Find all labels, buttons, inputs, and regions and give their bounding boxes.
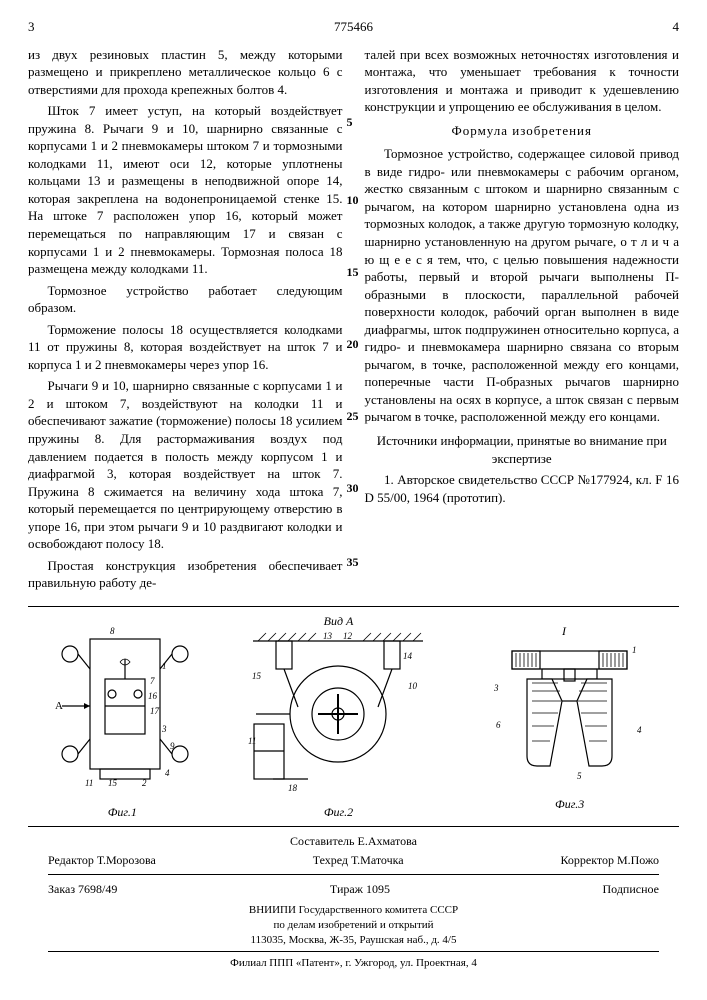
figures-block: А 8 1 7 16 17 3 4 11 15 2 xyxy=(28,606,679,827)
vniipi-line: по делам изобретений и открытий xyxy=(28,918,679,933)
credits-block: Составитель Е.Ахматова Редактор Т.Морозо… xyxy=(28,833,679,971)
tirazh: Тираж 1095 xyxy=(330,881,390,897)
svg-text:1: 1 xyxy=(632,645,637,655)
tehred: Техред Т.Маточка xyxy=(313,852,404,868)
svg-text:15: 15 xyxy=(252,671,262,681)
page-num-right: 4 xyxy=(673,18,680,36)
figure-1: А 8 1 7 16 17 3 4 11 15 2 xyxy=(50,614,195,820)
fig1-label: Фиг.1 xyxy=(50,804,195,820)
svg-text:11: 11 xyxy=(248,736,256,746)
para: Тормозное устройство работает следующим … xyxy=(28,282,343,317)
line-number: 35 xyxy=(347,554,359,570)
svg-text:1: 1 xyxy=(162,661,167,671)
credits-row-2: Заказ 7698/49 Тираж 1095 Подписное xyxy=(28,879,679,899)
line-number: 10 xyxy=(347,192,359,208)
svg-text:5: 5 xyxy=(577,771,582,781)
divider xyxy=(48,874,659,875)
svg-text:17: 17 xyxy=(150,706,160,716)
svg-text:14: 14 xyxy=(403,651,413,661)
para: талей при всех возможных неточностях изг… xyxy=(365,46,680,116)
svg-text:15: 15 xyxy=(108,778,118,788)
fig2-svg: 13 12 14 10 15 11 18 xyxy=(248,629,428,804)
left-column: из двух резиновых пластин 5, между котор… xyxy=(28,46,343,596)
sources-title: Источники информации, принятые во вниман… xyxy=(365,432,680,467)
svg-text:16: 16 xyxy=(148,691,158,701)
svg-text:12: 12 xyxy=(343,631,353,641)
credits-row-1: Редактор Т.Морозова Техред Т.Маточка Кор… xyxy=(28,850,679,870)
sources-text: 1. Авторское свидетельство СССР №177924,… xyxy=(365,471,680,506)
figure-2: Вид А xyxy=(248,613,428,820)
svg-text:13: 13 xyxy=(323,631,333,641)
svg-text:11: 11 xyxy=(85,778,93,788)
line-number: 15 xyxy=(347,264,359,280)
svg-text:18: 18 xyxy=(288,783,298,793)
svg-text:3: 3 xyxy=(493,683,499,693)
podpisnoe: Подписное xyxy=(603,881,660,897)
para: Шток 7 имеет уступ, на который воздейств… xyxy=(28,102,343,277)
para: Простая конструкция изобретения обеспечи… xyxy=(28,557,343,592)
svg-text:4: 4 xyxy=(165,768,170,778)
fig2-label: Фиг.2 xyxy=(248,804,428,820)
page-num-left: 3 xyxy=(28,18,35,36)
svg-text:8: 8 xyxy=(110,626,115,636)
text-columns: из двух резиновых пластин 5, между котор… xyxy=(28,46,679,596)
fig3-svg: I xyxy=(482,621,657,796)
line-number: 30 xyxy=(347,480,359,496)
zakaz: Заказ 7698/49 xyxy=(48,881,117,897)
svg-text:2: 2 xyxy=(142,778,147,788)
page-container: 3 775466 4 из двух резиновых пластин 5, … xyxy=(0,0,707,981)
svg-text:А: А xyxy=(55,700,63,712)
line-number: 25 xyxy=(347,408,359,424)
para: Торможение полосы 18 осуществляется коло… xyxy=(28,321,343,374)
para: Рычаги 9 и 10, шарнирно связанные с корп… xyxy=(28,377,343,552)
svg-text:4: 4 xyxy=(637,725,642,735)
vida-label: Вид А xyxy=(248,613,428,629)
svg-text:6: 6 xyxy=(496,720,501,730)
vniipi-line: ВНИИПИ Государственного комитета СССР xyxy=(28,903,679,918)
vniipi-block: ВНИИПИ Государственного комитета СССР по… xyxy=(28,903,679,948)
para: из двух резиновых пластин 5, между котор… xyxy=(28,46,343,99)
svg-text:3: 3 xyxy=(161,724,167,734)
fig1-svg: А 8 1 7 16 17 3 4 11 15 2 xyxy=(50,614,195,804)
figure-3: I xyxy=(482,621,657,812)
redaktor: Редактор Т.Морозова xyxy=(48,852,156,868)
formula-title: Формула изобретения xyxy=(365,122,680,140)
line-number: 5 xyxy=(347,114,353,130)
svg-text:7: 7 xyxy=(150,676,155,686)
svg-text:9: 9 xyxy=(170,741,175,751)
vniipi-line: 113035, Москва, Ж-35, Раушская наб., д. … xyxy=(28,933,679,948)
svg-text:I: I xyxy=(561,624,567,638)
divider xyxy=(48,951,659,952)
svg-text:10: 10 xyxy=(408,681,418,691)
formula-text: Тормозное устройство, содержащее силовой… xyxy=(365,145,680,426)
header-row: 3 775466 4 xyxy=(28,18,679,36)
right-column: 5 10 15 20 25 30 35 талей при всех возмо… xyxy=(365,46,680,596)
filial: Филиал ППП «Патент», г. Ужгород, ул. Про… xyxy=(28,956,679,971)
sostavitel: Составитель Е.Ахматова xyxy=(28,833,679,849)
line-number: 20 xyxy=(347,336,359,352)
fig3-label: Фиг.3 xyxy=(482,796,657,812)
doc-number: 775466 xyxy=(334,18,373,36)
korrektor: Корректор М.Пожо xyxy=(560,852,659,868)
